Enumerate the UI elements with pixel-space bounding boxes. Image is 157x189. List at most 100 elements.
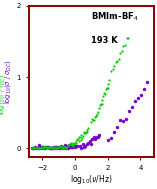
Point bbox=[108, 78, 111, 81]
Point bbox=[50, 145, 53, 148]
Point bbox=[60, 144, 63, 147]
Point bbox=[143, 88, 145, 91]
Point bbox=[44, 145, 46, 148]
Point bbox=[37, 147, 39, 150]
Point bbox=[76, 138, 78, 141]
Point bbox=[66, 145, 68, 148]
Point bbox=[98, 134, 101, 137]
Point bbox=[73, 144, 75, 147]
Point bbox=[68, 144, 70, 147]
Text: BMIm-BF$_4$: BMIm-BF$_4$ bbox=[91, 11, 139, 23]
Point bbox=[59, 146, 61, 149]
Point bbox=[94, 115, 97, 118]
Point bbox=[54, 146, 56, 149]
Point bbox=[113, 65, 115, 68]
Point bbox=[125, 117, 127, 120]
Point bbox=[69, 142, 72, 145]
Point bbox=[67, 146, 70, 149]
Point bbox=[36, 147, 38, 150]
Point bbox=[35, 146, 37, 149]
Point bbox=[52, 146, 55, 149]
Point bbox=[53, 146, 55, 149]
Point bbox=[39, 147, 41, 150]
Point bbox=[79, 144, 81, 147]
Point bbox=[61, 147, 64, 150]
Point bbox=[32, 146, 35, 149]
Point bbox=[60, 146, 62, 149]
Point bbox=[49, 147, 51, 150]
Point bbox=[93, 115, 96, 118]
Point bbox=[88, 139, 91, 142]
Point bbox=[74, 145, 76, 148]
Point bbox=[106, 86, 109, 89]
Point bbox=[93, 119, 95, 122]
Point bbox=[112, 130, 115, 133]
Point bbox=[71, 145, 74, 148]
Point bbox=[91, 118, 93, 121]
Point bbox=[93, 136, 95, 139]
Point bbox=[37, 144, 40, 147]
Y-axis label: log$_{10}$($\sigma$ / $\sigma_{DC}$): log$_{10}$($\sigma$ / $\sigma_{DC}$) bbox=[3, 59, 14, 104]
Point bbox=[109, 136, 112, 139]
Point bbox=[43, 147, 46, 150]
Point bbox=[37, 146, 39, 149]
Point bbox=[134, 100, 136, 103]
Point bbox=[121, 50, 123, 53]
Point bbox=[32, 147, 34, 150]
Point bbox=[49, 145, 52, 148]
Point bbox=[56, 146, 58, 149]
Point bbox=[35, 147, 38, 150]
Point bbox=[54, 147, 57, 150]
Point bbox=[70, 145, 72, 148]
Point bbox=[79, 139, 82, 142]
Point bbox=[42, 145, 45, 148]
Point bbox=[43, 147, 45, 150]
Point bbox=[97, 110, 99, 113]
Point bbox=[65, 145, 68, 148]
Point bbox=[101, 99, 104, 102]
Point bbox=[56, 146, 59, 149]
Point bbox=[59, 146, 62, 149]
Point bbox=[64, 147, 67, 150]
Point bbox=[67, 143, 70, 146]
Point bbox=[97, 135, 99, 138]
Point bbox=[80, 147, 82, 150]
Point bbox=[39, 145, 42, 148]
Point bbox=[68, 144, 70, 147]
Point bbox=[51, 146, 54, 149]
Point bbox=[38, 147, 41, 150]
Point bbox=[40, 147, 43, 150]
Point bbox=[39, 146, 41, 149]
Point bbox=[55, 146, 57, 149]
Point bbox=[62, 146, 64, 149]
Point bbox=[69, 143, 71, 146]
Point bbox=[44, 145, 47, 148]
Point bbox=[98, 107, 100, 110]
Point bbox=[68, 144, 71, 147]
Point bbox=[119, 119, 121, 122]
Point bbox=[32, 147, 34, 150]
Point bbox=[104, 92, 106, 95]
Point bbox=[61, 144, 63, 147]
Point bbox=[80, 134, 83, 137]
Point bbox=[117, 58, 120, 61]
Point bbox=[65, 147, 67, 150]
Text: 193 K: 193 K bbox=[91, 36, 118, 45]
Point bbox=[57, 146, 59, 149]
Point bbox=[103, 92, 106, 95]
Point bbox=[92, 118, 94, 121]
Point bbox=[79, 136, 81, 139]
Point bbox=[82, 131, 85, 134]
Point bbox=[46, 146, 48, 149]
Point bbox=[94, 138, 97, 141]
Point bbox=[81, 137, 84, 140]
Point bbox=[55, 146, 58, 149]
Point bbox=[50, 147, 53, 150]
Point bbox=[95, 115, 98, 118]
Point bbox=[75, 145, 77, 148]
Point bbox=[34, 147, 36, 150]
Point bbox=[90, 120, 93, 123]
Point bbox=[105, 88, 107, 91]
Point bbox=[58, 146, 60, 149]
Point bbox=[53, 146, 55, 149]
